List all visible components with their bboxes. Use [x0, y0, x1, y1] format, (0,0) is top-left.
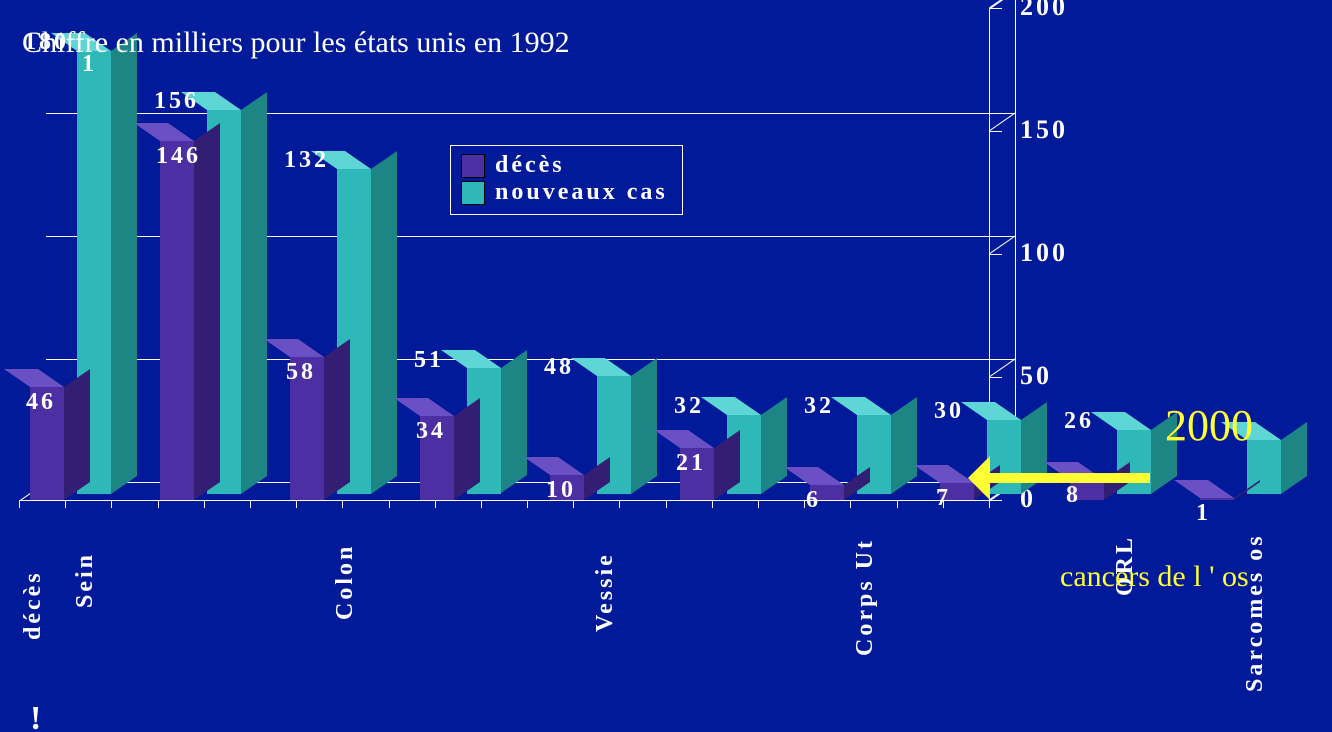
- arrow-icon: [968, 456, 990, 500]
- cancers-label: cancers de l ' os: [1060, 560, 1249, 594]
- value-label-nouveaux: 48: [544, 354, 574, 381]
- value-label-nouveaux: 32: [674, 393, 704, 420]
- value-label-deces: 10: [546, 477, 576, 504]
- category-label: Sarcomes os: [1242, 533, 1269, 692]
- category-label: Sein: [72, 552, 99, 608]
- category-label: Corps Ut: [852, 538, 879, 656]
- y-tick-label: 50: [1020, 361, 1052, 391]
- deces-axis-label: décès: [20, 570, 47, 640]
- value-label-nouveaux: 132: [284, 147, 329, 174]
- chart-title: Chiffre en milliers pour les états unis …: [22, 26, 570, 60]
- legend-label: nouveaux cas: [495, 179, 668, 206]
- y-tick-label: 200: [1020, 0, 1068, 22]
- category-label: Colon: [332, 544, 359, 620]
- chart-stage: 0501001502004618011461565813234511048213…: [0, 0, 1332, 732]
- y-tick-label: 100: [1020, 238, 1068, 268]
- legend-swatch: [461, 154, 485, 178]
- value-label-deces: 21: [676, 450, 706, 477]
- value-label-deces: 8: [1066, 482, 1081, 509]
- value-label-deces: 146: [156, 143, 201, 170]
- y-tick-label: 150: [1020, 115, 1068, 145]
- bang-label: !: [30, 700, 41, 732]
- value-label-nouveaux: 51: [414, 347, 444, 374]
- value-label-deces: 46: [26, 389, 56, 416]
- value-label-deces: 34: [416, 418, 446, 445]
- legend-swatch: [461, 181, 485, 205]
- value-label-nouveaux: 156: [154, 88, 199, 115]
- category-label: Vessie: [592, 552, 619, 632]
- value-label-nouveaux: 26: [1064, 408, 1094, 435]
- value-label-nouveaux: 30: [934, 398, 964, 425]
- value-label-deces: 1: [1196, 500, 1211, 527]
- value-label-deces: 6: [806, 487, 821, 514]
- legend-label: décès: [495, 152, 565, 179]
- legend: décèsnouveaux cas: [450, 145, 683, 215]
- value-label-deces: 7: [936, 485, 951, 512]
- bar-deces: [160, 141, 194, 500]
- value-label-deces: 58: [286, 359, 316, 386]
- annotation-2000: 2000: [1165, 400, 1253, 451]
- value-label-nouveaux: 32: [804, 393, 834, 420]
